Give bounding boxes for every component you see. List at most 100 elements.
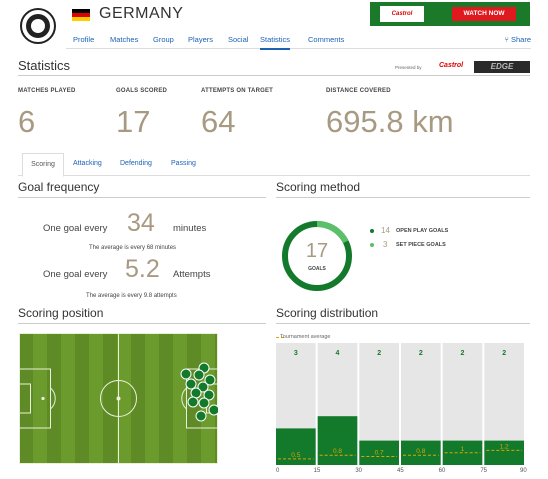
- goals-scored-value: 17: [116, 104, 151, 139]
- scoring-distribution-title: Scoring distribution: [276, 306, 379, 320]
- nav-statistics[interactable]: Statistics: [260, 35, 291, 50]
- x-tick-label: 30: [355, 468, 363, 474]
- goal-minutes-average: The average is every 68 minutes: [89, 245, 177, 251]
- average-value-label: 1.2: [500, 443, 509, 450]
- open-play-label: OPEN PLAY GOALS: [396, 228, 449, 234]
- set-piece-value: 3: [383, 240, 388, 249]
- goal-marker: [208, 404, 218, 416]
- team-nav: Profile Matches Group Players Social Sta…: [66, 29, 531, 50]
- goal-minutes-prefix: One goal every: [43, 223, 108, 234]
- nav-comments[interactable]: Comments: [308, 35, 345, 44]
- tab-defending[interactable]: Defending: [120, 160, 152, 167]
- goal-marker: [187, 396, 199, 408]
- average-value-label: 0.8: [333, 448, 342, 455]
- goal-marker: [180, 368, 192, 380]
- section-divider: [276, 323, 530, 324]
- goal-markers: [180, 362, 218, 422]
- bar-30-45: [359, 440, 399, 465]
- attempts-value: 64: [201, 104, 236, 139]
- goal-marker: [190, 387, 202, 399]
- section-divider: [18, 197, 266, 198]
- tab-scoring[interactable]: Scoring: [22, 153, 64, 177]
- matches-played-value: 6: [18, 104, 36, 139]
- set-piece-dot: [370, 243, 374, 247]
- watch-now-button[interactable]: WATCH NOW: [452, 7, 516, 21]
- bar-value-label: 4: [336, 350, 340, 357]
- country-name: GERMANY: [99, 5, 184, 22]
- open-play-value: 14: [381, 226, 390, 235]
- goal-attempts-average: The average is every 9.8 attempts: [86, 293, 177, 299]
- tab-passing[interactable]: Passing: [171, 160, 196, 167]
- goal-marker: [193, 369, 205, 381]
- goal-attempts-value: 5.2: [125, 255, 160, 283]
- average-legend-swatch: [276, 337, 284, 338]
- nav-matches[interactable]: Matches: [110, 35, 139, 44]
- goal-marker: [185, 378, 197, 390]
- open-play-dot: [370, 229, 374, 233]
- scoring-position-title: Scoring position: [18, 306, 104, 320]
- average-value-label: 0.7: [375, 449, 384, 456]
- average-legend-label: Tournament average: [280, 334, 331, 340]
- stat-subtabs: Scoring Attacking Defending Passing: [18, 153, 530, 177]
- statistics-header: Statistics Presented by Castrol EDGE: [18, 58, 530, 76]
- goal-attempts-unit: Attempts: [173, 269, 211, 280]
- germany-flag-icon: [72, 9, 90, 21]
- x-tick-label: 0: [276, 468, 280, 474]
- bar-value-label: 2: [377, 350, 381, 357]
- average-value-label: 0.8: [416, 448, 425, 455]
- scoring-method-title: Scoring method: [276, 180, 361, 194]
- bar-value-label: 2: [419, 350, 423, 357]
- donut-total: 17: [305, 240, 329, 262]
- x-tick-label: 60: [438, 468, 446, 474]
- goals-scored-label: GOALS SCORED: [116, 88, 168, 94]
- bar-15-30: [317, 416, 358, 465]
- scoring-distribution-chart: 3 0.5 4 0.8 2 0.7 2 0.8 2 1 2 1.2: [276, 343, 524, 465]
- x-tick-label: 90: [520, 468, 527, 474]
- x-tick-label: 45: [397, 468, 404, 474]
- team-header: GERMANY Castrol WATCH NOW Profile Matche…: [0, 0, 548, 50]
- section-divider: [18, 323, 266, 324]
- x-tick-label: 75: [480, 468, 488, 474]
- statistics-title: Statistics: [18, 58, 71, 73]
- distance-label: DISTANCE COVERED: [326, 88, 391, 94]
- share-label: Share: [510, 35, 531, 44]
- x-tick-label: 15: [313, 468, 321, 474]
- nav-social[interactable]: Social: [228, 35, 249, 44]
- average-value-label: 0.5: [291, 452, 300, 459]
- nav-profile[interactable]: Profile: [73, 35, 95, 44]
- bar-value-label: 3: [294, 350, 298, 357]
- goal-marker: [197, 381, 209, 393]
- set-piece-label: SET PIECE GOALS: [396, 242, 446, 248]
- sponsor-banner[interactable]: Castrol WATCH NOW: [370, 2, 530, 26]
- banner-brand: Castrol: [380, 6, 424, 22]
- section-divider: [276, 197, 530, 198]
- goal-marker: [203, 389, 215, 401]
- goal-marker: [198, 397, 210, 409]
- team-crest-icon[interactable]: [20, 8, 56, 44]
- distance-value: 695.8 km: [326, 104, 454, 139]
- presented-by: Presented by: [395, 65, 422, 70]
- bar-45-60: [401, 440, 441, 465]
- bar-value-label: 2: [502, 350, 506, 357]
- bar-0-15: [276, 428, 316, 465]
- pitch-map: [19, 333, 218, 464]
- goal-marker: [195, 410, 207, 422]
- nav-group[interactable]: Group: [153, 35, 174, 44]
- donut-total-label: GOALS: [308, 266, 326, 272]
- share-button[interactable]: ⑂ Share: [504, 35, 531, 44]
- donut-set-piece-arc: [282, 221, 352, 291]
- nav-players[interactable]: Players: [188, 35, 214, 44]
- goal-attempts-prefix: One goal every: [43, 269, 108, 280]
- sponsor-product-logo: EDGE: [474, 61, 530, 73]
- goal-minutes-unit: minutes: [173, 223, 207, 234]
- average-value-label: 1: [461, 446, 465, 453]
- share-icon: ⑂: [504, 35, 509, 44]
- scoring-method-donut: [282, 221, 352, 291]
- bar-value-label: 2: [461, 350, 465, 357]
- attempts-label: ATTEMPTS ON TARGET: [201, 88, 274, 94]
- tab-attacking[interactable]: Attacking: [73, 160, 102, 167]
- matches-played-label: MATCHES PLAYED: [18, 88, 76, 94]
- goal-minutes-value: 34: [127, 209, 155, 237]
- bar-75-90: [484, 440, 524, 465]
- sponsor-name: Castrol: [439, 62, 464, 69]
